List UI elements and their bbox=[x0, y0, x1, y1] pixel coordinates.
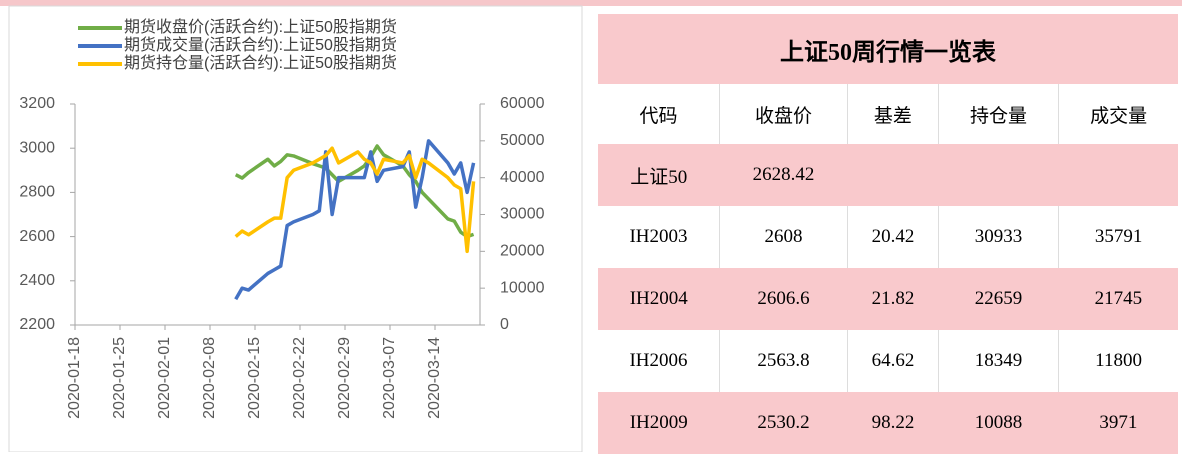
y2-tick-label: 20000 bbox=[500, 243, 545, 260]
header-cell: 代码 bbox=[598, 84, 720, 144]
y-tick-label: 2800 bbox=[19, 184, 55, 201]
quote-table: 上证50周行情一览表 代码 收盘价 基差 持仓量 成交量 上证50 2628.42 IH20… bbox=[598, 14, 1178, 454]
y2-tick-label: 30000 bbox=[500, 206, 545, 223]
table-cell: 30933 bbox=[937, 206, 1059, 268]
table-row: 上证50 2628.42 bbox=[598, 144, 1178, 206]
y2-tick-label: 50000 bbox=[500, 132, 545, 149]
x-tick-label: 2020-01-18 bbox=[66, 337, 83, 419]
table-row: IH2003 2608 20.42 30933 35791 bbox=[598, 206, 1178, 268]
table-row: IH2004 2606.6 21.82 22659 21745 bbox=[598, 268, 1178, 330]
table-cell: 18349 bbox=[937, 330, 1059, 392]
header-cell: 基差 bbox=[847, 84, 939, 144]
table-cell: 2530.2 bbox=[719, 392, 848, 454]
y-tick-label: 2200 bbox=[19, 316, 55, 333]
table-cell: IH2004 bbox=[598, 268, 720, 330]
table-cell: 20.42 bbox=[847, 206, 939, 268]
table-cell: 2608 bbox=[718, 206, 848, 268]
table-cell: 2628.42 bbox=[719, 144, 848, 206]
x-tick-label: 2020-01-25 bbox=[111, 337, 128, 419]
x-tick-label: 2020-02-01 bbox=[156, 337, 173, 419]
line-series bbox=[234, 139, 476, 301]
table-cell: 2606.6 bbox=[719, 268, 848, 330]
y2-tick-label: 60000 bbox=[500, 95, 545, 112]
blank-cell bbox=[1058, 144, 1178, 206]
table-cell: 上证50 bbox=[598, 144, 720, 206]
legend-label: 期货持仓量(活跃合约):上证50股指期货 bbox=[124, 54, 397, 72]
table-cell: IH2009 bbox=[598, 392, 720, 454]
table-title: 上证50周行情一览表 bbox=[598, 14, 1178, 84]
header-cell: 收盘价 bbox=[718, 84, 848, 144]
y-tick-label: 2600 bbox=[19, 228, 55, 245]
x-tick-label: 2020-02-29 bbox=[336, 337, 353, 419]
table-cell: 10088 bbox=[938, 392, 1059, 454]
table-cell: 98.22 bbox=[847, 392, 939, 454]
table-row: IH2006 2563.8 64.62 18349 11800 bbox=[598, 330, 1178, 392]
y-tick-label: 3200 bbox=[19, 95, 55, 112]
table-cell: IH2006 bbox=[598, 330, 720, 392]
x-tick-label: 2020-02-08 bbox=[201, 337, 218, 419]
legend-label: 期货收盘价(活跃合约):上证50股指期货 bbox=[124, 17, 397, 36]
header-row: 代码 收盘价 基差 持仓量 成交量 bbox=[598, 84, 1178, 144]
chart: 2200 2400 2600 2800 3000 3200 0 10000 20000 30000… bbox=[8, 5, 583, 452]
line-series bbox=[234, 144, 475, 239]
y-tick-label: 3000 bbox=[19, 139, 55, 156]
table-cell: 3971 bbox=[1058, 392, 1178, 454]
y2-tick-label: 10000 bbox=[500, 279, 545, 296]
table-cell: 22659 bbox=[938, 268, 1059, 330]
x-tick-label: 2020-03-14 bbox=[426, 337, 443, 419]
table-cell: 21745 bbox=[1058, 268, 1178, 330]
table-cell: 35791 bbox=[1058, 206, 1178, 268]
line-series bbox=[234, 146, 476, 254]
header-cell: 成交量 bbox=[1058, 84, 1178, 144]
table-row: IH2009 2530.2 98.22 10088 3971 bbox=[598, 392, 1178, 454]
table-cell: 21.82 bbox=[847, 268, 939, 330]
blank-cell bbox=[938, 144, 1059, 206]
header-cell: 持仓量 bbox=[937, 84, 1059, 144]
chart-frame bbox=[8, 5, 583, 452]
top-strip bbox=[0, 0, 1182, 6]
x-tick-label: 2020-02-15 bbox=[246, 337, 263, 419]
y2-tick-label: 0 bbox=[500, 316, 509, 333]
y-tick-label: 2400 bbox=[19, 272, 55, 289]
table-cell: IH2003 bbox=[598, 206, 720, 268]
blank-cell bbox=[847, 144, 939, 206]
table-cell: 2563.8 bbox=[718, 330, 848, 392]
x-tick-label: 2020-02-22 bbox=[291, 337, 308, 419]
x-tick-label: 2020-03-07 bbox=[381, 337, 398, 419]
table-cell: 64.62 bbox=[847, 330, 939, 392]
y2-tick-label: 40000 bbox=[500, 169, 545, 186]
table-cell: 11800 bbox=[1058, 330, 1178, 392]
legend-label: 期货成交量(活跃合约):上证50股指期货 bbox=[124, 36, 397, 54]
